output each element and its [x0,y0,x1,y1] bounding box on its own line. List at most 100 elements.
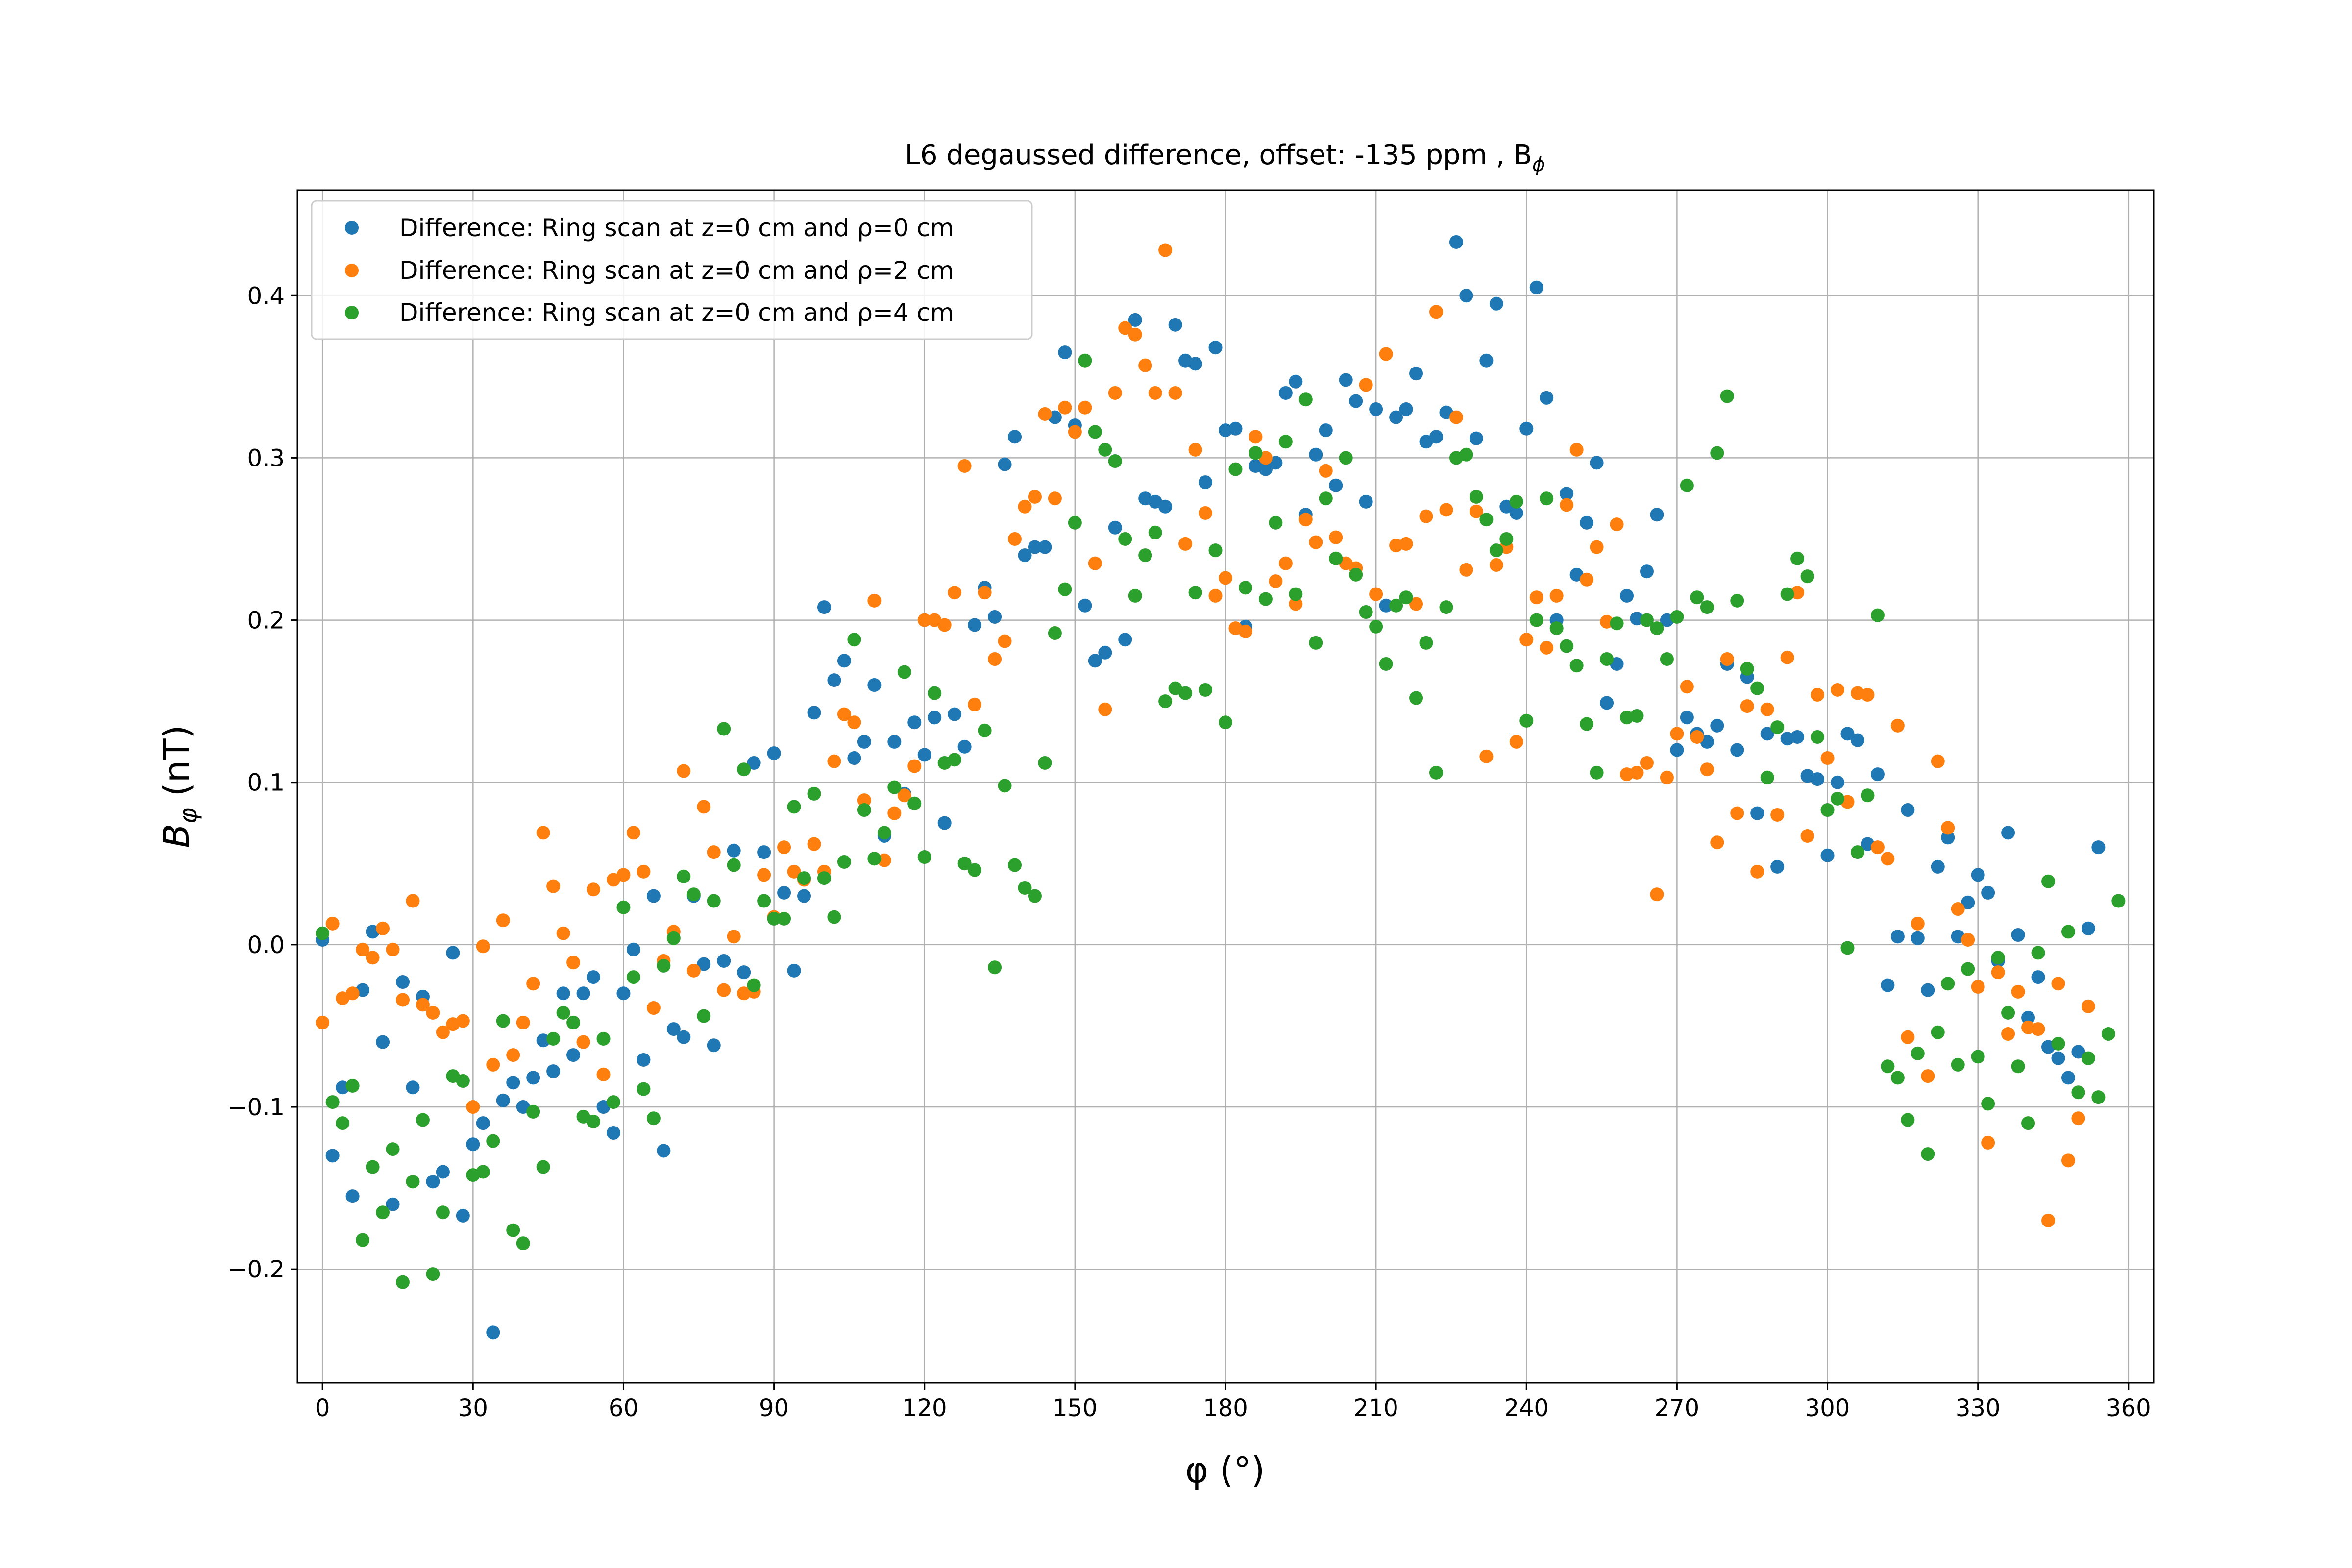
x-tick-label: 360 [2106,1395,2151,1422]
data-point [1269,574,1283,588]
data-point [1811,687,1825,702]
series-1 [316,243,2095,1227]
data-point [2081,921,2095,935]
data-point [797,871,811,885]
data-point [1971,868,1985,882]
data-point [1228,462,1243,476]
data-point [1018,548,1032,563]
data-point [697,800,711,814]
data-point [386,1197,400,1211]
data-point [1991,965,2005,980]
data-point [1008,858,1022,872]
data-point [406,1175,420,1189]
data-point [917,850,931,864]
data-point [957,459,972,473]
data-point [1811,772,1825,786]
data-point [1078,598,1092,612]
data-point [1911,1046,1925,1060]
data-point [1469,504,1483,518]
data-point [1921,983,1935,997]
data-point [486,1057,500,1072]
y-axis: −0.2 −0.1 0.0 0.1 0.2 0.3 0.4 [227,282,297,1283]
data-point [1369,587,1383,601]
data-point [1831,683,1845,697]
data-point [707,845,721,859]
data-point [1319,491,1333,506]
data-point [1911,916,1925,931]
data-point [887,780,902,794]
data-point [316,926,330,940]
data-point [948,707,962,721]
data-point [606,1095,620,1109]
data-point [1429,305,1443,319]
legend-label-rho-4: Difference: Ring scan at z=0 cm and ρ=4 … [399,298,954,327]
data-point [376,1035,390,1049]
data-point [707,894,721,908]
data-point [1540,640,1554,655]
data-point [998,779,1012,793]
data-point [877,826,891,840]
data-point [1750,806,1764,820]
data-point [1931,859,1945,874]
data-point [1028,540,1042,554]
data-point [1469,431,1483,445]
data-point [897,665,911,679]
data-point [1519,633,1534,647]
data-point [697,1009,711,1023]
data-point [406,1080,420,1095]
data-point [1560,487,1574,501]
data-point [717,983,731,997]
data-point [626,970,640,984]
data-point [1249,446,1263,460]
legend-marker-rho-0 [345,221,359,235]
data-point [1098,645,1112,660]
grid-lines [297,190,2154,1383]
data-point [1931,1025,1945,1039]
data-point [727,858,741,872]
data-point [1018,499,1032,514]
data-point [1298,392,1313,407]
data-point [1780,650,1794,664]
data-point [1168,318,1182,332]
data-point [466,1100,480,1114]
data-point [1901,803,1915,817]
data-point [677,764,691,778]
data-point [2111,894,2126,908]
y-tick-label: −0.2 [227,1256,285,1283]
data-point [536,826,550,840]
data-point [426,1267,440,1281]
data-point [867,678,882,692]
data-point [707,1038,721,1053]
data-point [1329,530,1343,544]
data-point [566,1015,581,1029]
data-point [476,1165,490,1179]
data-point [1058,345,1072,360]
data-point [717,722,731,736]
data-point [1740,662,1754,676]
data-point [1168,386,1182,400]
data-point [1740,699,1754,713]
data-point [1560,498,1574,512]
data-point [2041,1213,2056,1227]
data-point [1600,652,1614,666]
data-point [366,1160,380,1174]
data-point [1981,1135,1995,1150]
x-tick-label: 210 [1353,1395,1398,1422]
data-point [1409,367,1423,381]
data-point [657,958,671,973]
data-point [1329,478,1343,492]
data-point [576,986,590,1001]
data-point [1931,754,1945,768]
data-point [2051,1051,2065,1065]
data-point [717,954,731,968]
data-point [1188,442,1202,457]
data-point [1228,421,1243,436]
data-point [1650,621,1664,636]
data-point [1108,454,1122,468]
data-point [395,993,410,1007]
legend: Difference: Ring scan at z=0 cm and ρ=0 … [311,200,1033,340]
data-point [1278,386,1293,400]
data-point [426,1175,440,1189]
data-point [1258,592,1273,606]
data-point [1058,400,1072,415]
